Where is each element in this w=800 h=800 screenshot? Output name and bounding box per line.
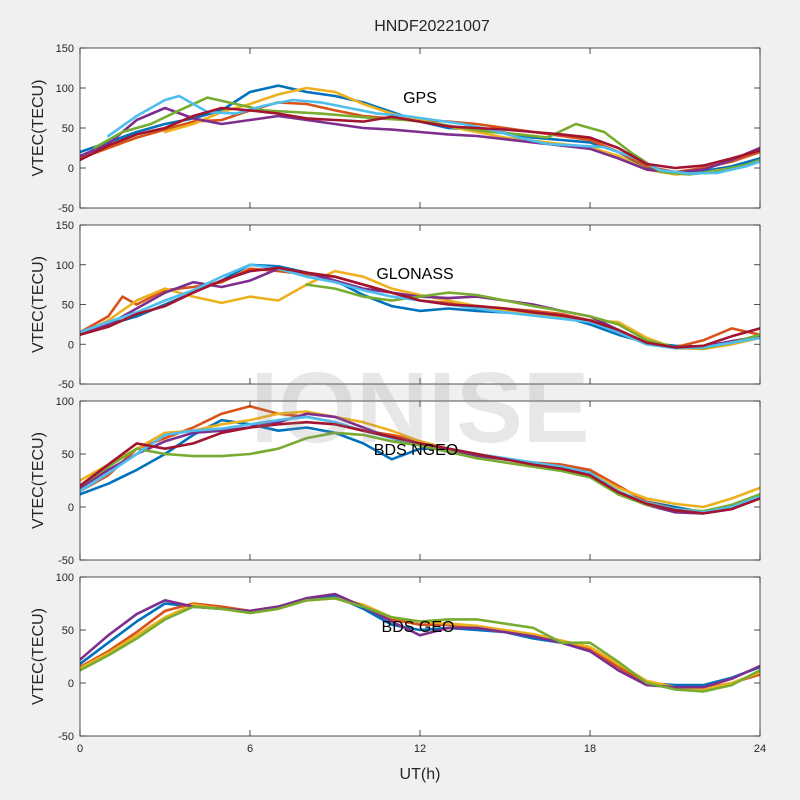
y-axis-label: VTEC(TECU) bbox=[30, 432, 47, 529]
x-tick-label: 6 bbox=[247, 743, 253, 755]
y-tick-label: 0 bbox=[68, 678, 74, 690]
x-tick-label: 18 bbox=[584, 743, 596, 755]
y-tick-label: 0 bbox=[68, 339, 74, 351]
y-tick-label: 50 bbox=[62, 300, 74, 312]
series-line-3-4 bbox=[80, 596, 760, 693]
y-tick-label: 100 bbox=[56, 260, 74, 272]
panel-annotation: BDS GEO bbox=[382, 619, 455, 636]
series-line-2-6 bbox=[80, 420, 760, 515]
y-axis-label: VTEC(TECU) bbox=[30, 608, 47, 705]
panel-1: -50 0 50 100 150 VTEC(TECU) GLONASS bbox=[30, 220, 761, 391]
series-line-0-6 bbox=[80, 106, 760, 170]
y-tick-label: 100 bbox=[56, 396, 74, 408]
y-tick-label: 150 bbox=[56, 43, 74, 55]
y-axis-label: VTEC(TECU) bbox=[30, 256, 47, 353]
x-tick-label: 12 bbox=[414, 743, 426, 755]
series-group bbox=[80, 404, 760, 515]
series-group bbox=[80, 592, 760, 693]
series-group bbox=[80, 263, 760, 351]
series-line-1-6 bbox=[80, 266, 760, 349]
panel-annotation: GPS bbox=[403, 90, 437, 107]
x-tick-label: 24 bbox=[754, 743, 766, 755]
y-tick-label: 100 bbox=[56, 83, 74, 95]
plot-area bbox=[80, 577, 760, 736]
panel-2: -50 0 50 100 VTEC(TECU) BDS NGEO bbox=[30, 396, 761, 567]
series-group bbox=[80, 84, 760, 176]
y-tick-label: 50 bbox=[62, 449, 74, 461]
y-tick-label: -50 bbox=[58, 731, 74, 743]
y-axis-label: VTEC(TECU) bbox=[30, 80, 47, 177]
y-tick-label: -50 bbox=[58, 203, 74, 215]
panel-annotation: GLONASS bbox=[376, 266, 453, 283]
y-tick-label: 0 bbox=[68, 502, 74, 514]
panel-0: -50 0 50 100 150 VTEC(TECU) GPS bbox=[30, 43, 761, 215]
y-tick-label: -50 bbox=[58, 379, 74, 391]
plot-area bbox=[80, 48, 760, 208]
plot-area bbox=[80, 225, 760, 384]
y-tick-label: 0 bbox=[68, 163, 74, 175]
y-tick-label: 50 bbox=[62, 123, 74, 135]
y-tick-label: 50 bbox=[62, 625, 74, 637]
y-tick-label: 150 bbox=[56, 220, 74, 232]
x-axis-label: UT(h) bbox=[400, 766, 441, 783]
series-line-1-2 bbox=[80, 269, 760, 351]
panel-annotation: BDS NGEO bbox=[374, 442, 458, 459]
x-tick-label: 0 bbox=[77, 743, 83, 755]
series-line-0-3 bbox=[80, 106, 760, 175]
y-tick-label: -50 bbox=[58, 555, 74, 567]
chart-title: HNDF20221007 bbox=[374, 18, 490, 35]
watermark: IONISE bbox=[251, 352, 590, 464]
y-tick-label: 100 bbox=[56, 572, 74, 584]
